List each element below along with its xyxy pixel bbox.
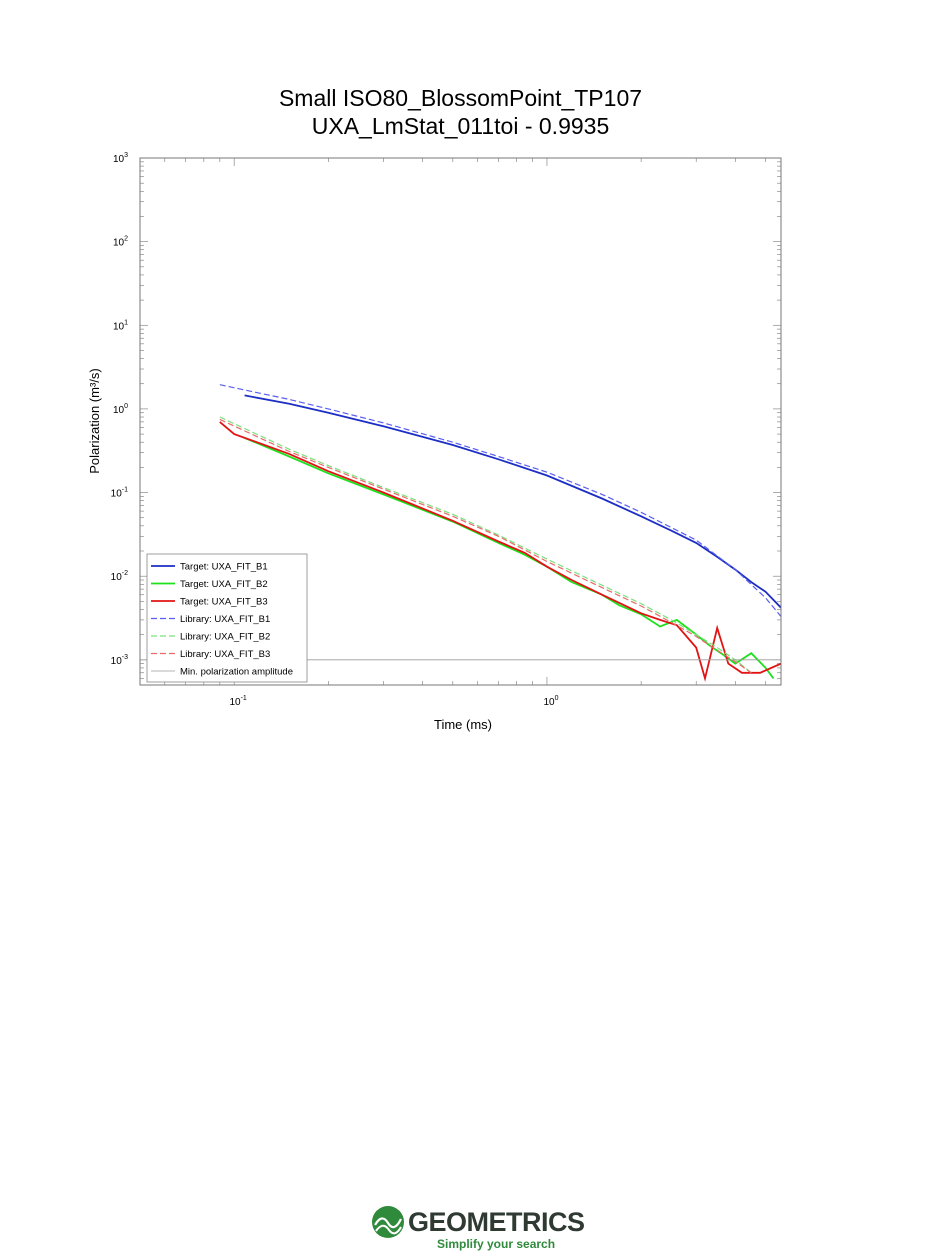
legend-entry: Library: UXA_FIT_B3 [180,649,270,660]
series-line-4 [219,384,781,617]
legend-entry: Target: UXA_FIT_B2 [180,579,268,590]
series-line-3 [219,421,781,682]
x-tick-label: 100 [543,695,558,708]
y-axis-label: Polarization (m³/s) [87,368,102,473]
series-line-5 [219,416,752,674]
x-tick-label: 10-1 [229,695,246,708]
plot-frame [139,157,782,686]
logo-tagline: Simplify your search [437,1237,556,1251]
y-tick-label: 10-3 [111,654,128,667]
legend: Target: UXA_FIT_B1 Target: UXA_FIT_B2 Targ… [146,553,308,683]
legend-entry: Library: UXA_FIT_B2 [180,632,270,643]
chart: 10-3 10-2 10-1 100 101 102 103 10-1 100 Time (ms… [87,152,782,732]
series-line-2 [244,437,775,679]
geometrics-logo [372,1206,404,1238]
y-tick-label: 103 [113,152,128,165]
legend-entry: Library: UXA_FIT_B1 [180,614,270,625]
series-layer [140,384,781,682]
legend-entry: Target: UXA_FIT_B1 [180,562,268,573]
chart-subtitle: UXA_LmStat_011toi - 0.9935 [311,113,610,139]
chart-title-line1: Small ISO80_BlossomPoint_TP107 [278,85,643,111]
series-line-1 [244,394,781,609]
y-tick-label: 102 [113,236,128,249]
minor-tick-layer [139,157,781,686]
logo-text: GEOMETRICS [408,1207,585,1237]
tick-label-layer: 10-3 10-2 10-1 100 101 102 103 10-1 100 [111,152,559,708]
chart-title: Small ISO80_BlossomPoint_TP107 UXA_LmSta… [140,84,781,140]
y-tick-label: 100 [113,403,128,416]
y-tick-label: 10-2 [111,570,128,583]
y-tick-label: 10-1 [111,487,128,500]
y-tick-label: 101 [113,319,128,332]
x-axis-label: Time (ms) [434,717,492,732]
legend-entry: Target: UXA_FIT_B3 [180,597,268,608]
legend-entry: Min. polarization amplitude [180,667,293,678]
series-line-6 [219,418,752,674]
